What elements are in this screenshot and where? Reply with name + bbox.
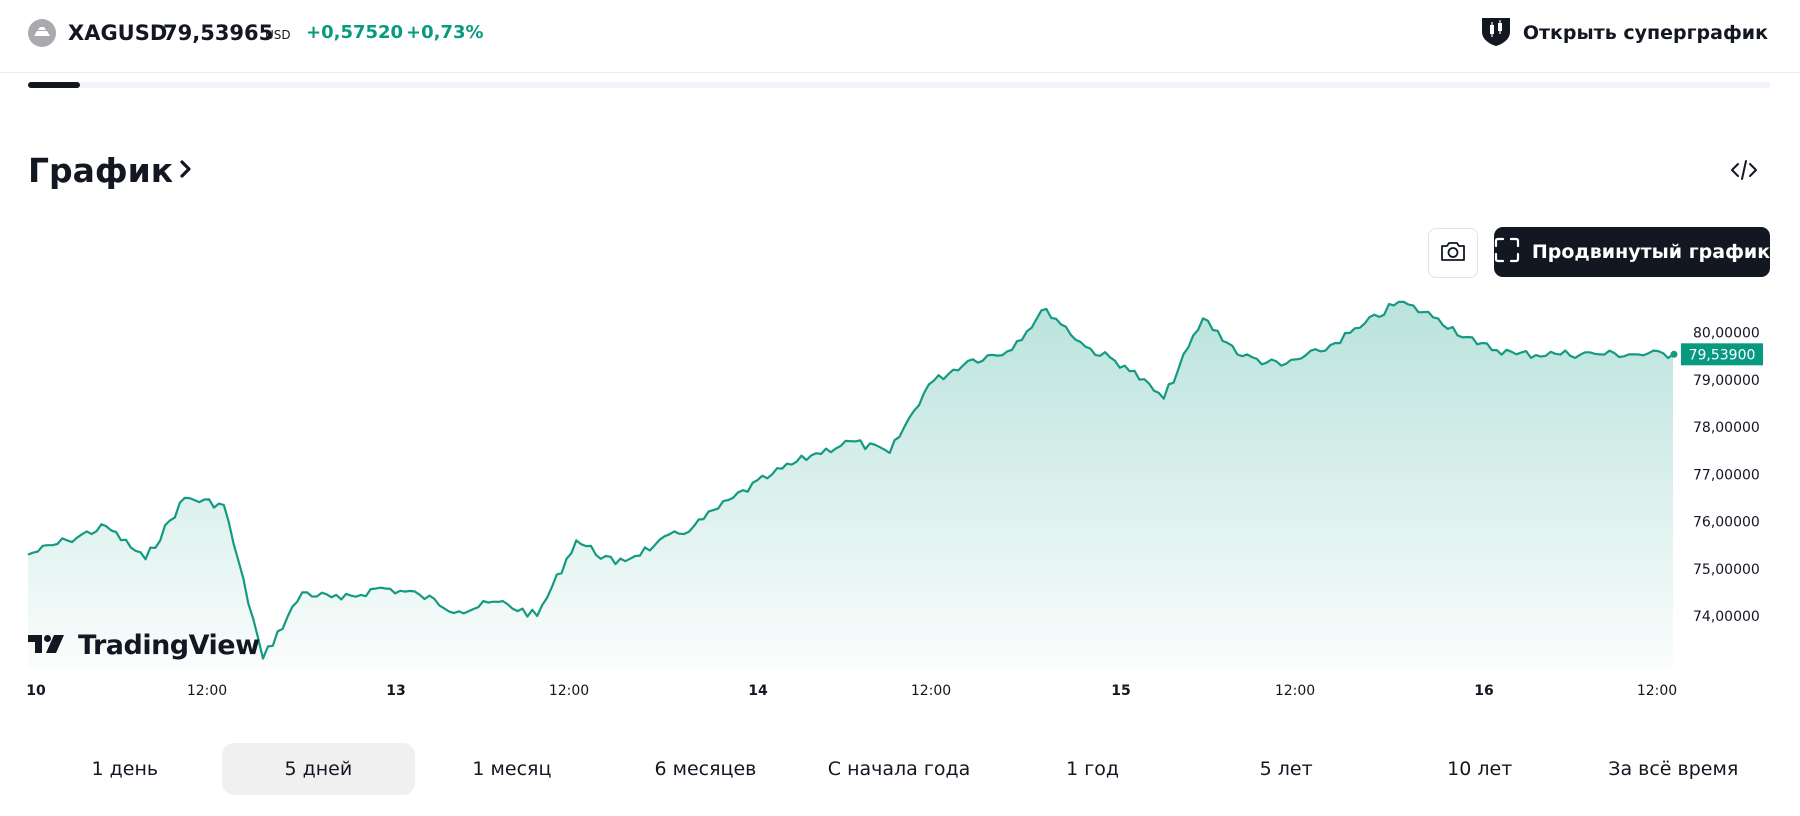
range-tab-label: С начала года — [827, 758, 971, 780]
range-tab-label: За всё время — [1608, 758, 1739, 780]
chevron-right-icon — [179, 158, 193, 184]
range-tab-label: 1 год — [1066, 758, 1120, 780]
range-tab[interactable]: 6 месяцев — [609, 743, 803, 795]
range-tab[interactable]: За всё время — [1577, 743, 1771, 795]
scroll-progress-bar — [28, 82, 1770, 88]
chart-section-title[interactable]: График — [28, 149, 193, 193]
range-tab-label: 10 лет — [1447, 758, 1513, 780]
range-tab[interactable]: 1 год — [996, 743, 1190, 795]
open-supergraph-label: Открыть суперграфик — [1522, 22, 1768, 44]
range-tabs: 1 день 5 дней 1 месяц 6 месяцев С начала год… — [28, 743, 1770, 795]
x-tick-label: 12:00 — [1637, 683, 1677, 699]
y-tick-label: 77,00000 — [1693, 467, 1760, 483]
candlestick-shield-icon — [1479, 15, 1513, 51]
last-price-label: 79,53900 — [1689, 347, 1756, 363]
last-price-dot — [1670, 350, 1678, 358]
symbol-currency: USD — [265, 28, 291, 42]
price-area — [28, 301, 1673, 668]
fullscreen-icon — [1494, 237, 1520, 267]
x-tick-label: 15 — [1111, 683, 1130, 699]
y-tick-label: 76,00000 — [1693, 515, 1760, 531]
price-line — [27, 300, 1674, 660]
y-tick-label: 74,00000 — [1693, 609, 1760, 625]
symbol-price: 79,53965 — [163, 21, 274, 45]
code-embed-icon — [1730, 158, 1758, 186]
price-change: +0,57520 — [306, 22, 404, 43]
silver-coin-icon — [28, 19, 56, 47]
y-tick-label: 78,00000 — [1693, 420, 1760, 436]
x-tick-label: 16 — [1474, 683, 1493, 699]
range-tab[interactable]: 1 день — [28, 743, 222, 795]
tradingview-logo: TradingView — [28, 630, 260, 662]
range-tab-label: 5 лет — [1259, 758, 1313, 780]
snapshot-button[interactable] — [1428, 228, 1478, 278]
x-tick-label: 13 — [386, 683, 405, 699]
range-tab[interactable]: 5 лет — [1189, 743, 1383, 795]
x-tick-label: 12:00 — [1275, 683, 1315, 699]
y-tick-label: 79,00000 — [1693, 373, 1760, 389]
y-tick-label: 80,00000 — [1693, 326, 1760, 342]
y-tick-label: 75,00000 — [1693, 562, 1760, 578]
tradingview-mark-icon — [28, 633, 68, 659]
x-tick-label: 12:00 — [187, 683, 227, 699]
range-tab-label: 1 день — [91, 758, 159, 780]
range-tab[interactable]: С начала года — [802, 743, 996, 795]
price-change-percent: +0,73% — [406, 22, 484, 43]
range-tab[interactable]: 5 дней — [221, 743, 416, 795]
tradingview-wordmark: TradingView — [78, 630, 260, 661]
open-supergraph-button[interactable]: Открыть суперграфик — [1479, 16, 1768, 50]
x-tick-label: 14 — [748, 683, 768, 699]
advanced-chart-label: Продвинутый график — [1531, 241, 1771, 263]
page-title: График — [28, 151, 174, 190]
symbol-header: XAGUSD 79,53965 USD +0,57520 +0,73% Откр… — [0, 0, 1800, 73]
x-tick-label: 12:00 — [549, 683, 589, 699]
embed-code-button[interactable] — [1728, 156, 1760, 188]
scroll-progress-fill — [28, 82, 81, 88]
x-tick-label: 12:00 — [911, 683, 951, 699]
symbol-name: XAGUSD — [68, 21, 168, 45]
last-price-badge — [1681, 343, 1763, 366]
range-tab-label: 1 месяц — [472, 758, 552, 780]
range-tab-label: 5 дней — [284, 758, 353, 780]
camera-icon — [1439, 239, 1467, 267]
range-tab[interactable]: 10 лет — [1383, 743, 1577, 795]
advanced-chart-button[interactable]: Продвинутый график — [1494, 227, 1770, 277]
range-tab-label: 6 месяцев — [654, 758, 757, 780]
range-tab[interactable]: 1 месяц — [415, 743, 609, 795]
x-tick-label: 10 — [26, 683, 46, 699]
price-chart[interactable]: 74,00000 75,00000 76,00000 77,00000 78,00000… — [0, 290, 1800, 705]
